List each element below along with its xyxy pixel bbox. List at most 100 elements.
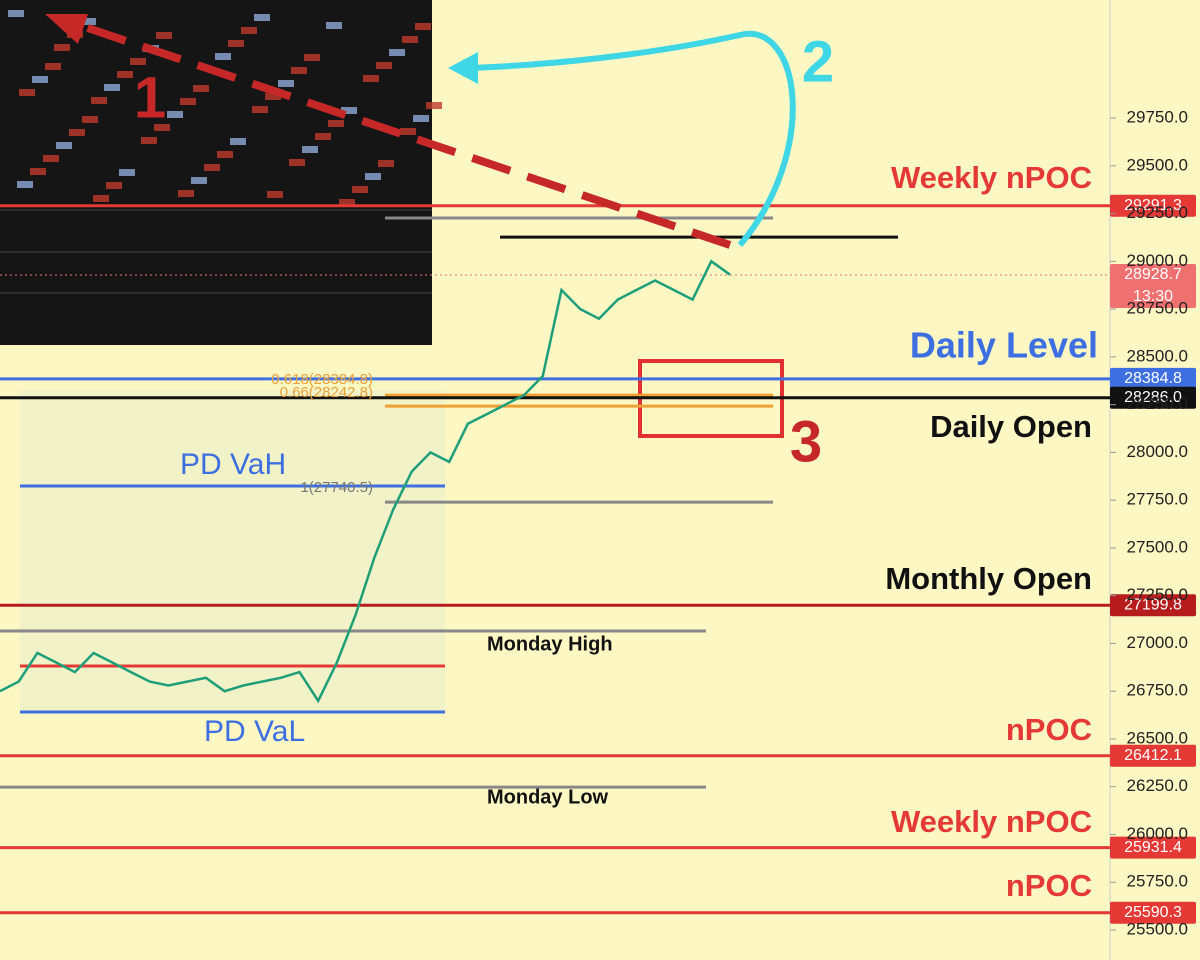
footprint-cell xyxy=(228,40,244,47)
footprint-cell xyxy=(191,177,207,184)
price-badge-label: 28928.7 xyxy=(1124,266,1182,283)
footprint-cell xyxy=(278,80,294,87)
footprint-cell xyxy=(402,36,418,43)
price-badge-label: 25590.3 xyxy=(1124,904,1182,921)
level-name: Monthly Open xyxy=(885,561,1092,596)
footprint-cell xyxy=(400,128,416,135)
arrow-2 xyxy=(469,30,796,247)
y-tick-label: 29000.0 xyxy=(1127,251,1188,270)
footprint-cell xyxy=(45,63,61,70)
footprint-cell xyxy=(30,168,46,175)
price-badge xyxy=(1110,594,1196,617)
footprint-inset xyxy=(0,0,442,345)
footprint-cell xyxy=(178,190,194,197)
y-tick-label: 26750.0 xyxy=(1127,681,1188,700)
footprint-cell xyxy=(119,169,135,176)
footprint-cell xyxy=(328,120,344,127)
footprint-cell xyxy=(365,173,381,180)
price-badge-label: 28286.0 xyxy=(1124,389,1182,406)
y-tick-label: 26000.0 xyxy=(1127,824,1188,843)
arrowhead xyxy=(45,14,88,44)
y-tick-label: 27000.0 xyxy=(1127,633,1188,652)
footprint-cell xyxy=(93,195,109,202)
footprint-cell xyxy=(289,159,305,166)
y-tick-label: 29500.0 xyxy=(1127,155,1188,174)
level-name: Weekly nPOC xyxy=(891,804,1092,839)
footprint-cell xyxy=(341,107,357,114)
footprint-cell xyxy=(17,181,33,188)
y-tick-label: 27750.0 xyxy=(1127,490,1188,509)
footprint-cell xyxy=(376,62,392,69)
footprint-cell xyxy=(180,98,196,105)
footprint-cell xyxy=(315,133,331,140)
level-name: nPOC xyxy=(1006,868,1092,903)
price-badge xyxy=(1110,386,1196,409)
value-area xyxy=(20,390,445,712)
footprint-cell xyxy=(265,93,281,100)
footprint-cell xyxy=(352,186,368,193)
footprint-cell xyxy=(91,97,107,104)
line-name: Monday Low xyxy=(487,786,609,808)
y-tick-label: 29750.0 xyxy=(1127,108,1188,127)
footprint-cell xyxy=(32,76,48,83)
footprint-cell xyxy=(19,89,35,96)
price-badge xyxy=(1110,194,1196,217)
footprint-cell xyxy=(43,155,59,162)
footprint-cell xyxy=(241,27,257,34)
footprint-cell xyxy=(378,160,394,167)
footprint-cell xyxy=(413,115,429,122)
price-badge-note: 13:30 xyxy=(1133,288,1173,305)
price-badge-label: 29291.3 xyxy=(1124,197,1182,214)
footprint-cell xyxy=(230,138,246,145)
footprint-cell xyxy=(106,182,122,189)
footprint-cell xyxy=(363,75,379,82)
footprint-cell xyxy=(215,53,231,60)
price-badge xyxy=(1110,263,1196,308)
footprint-cell xyxy=(291,67,307,74)
fib-label: 1(27740.5) xyxy=(300,479,373,496)
footprint-cell xyxy=(69,129,85,136)
footprint-cell xyxy=(156,32,172,39)
y-tick-label: 28750.0 xyxy=(1127,299,1188,318)
level-name: nPOC xyxy=(1006,712,1092,747)
footprint-cell xyxy=(326,22,342,29)
line-name: PD VaL xyxy=(204,715,305,748)
line-name: PD VaH xyxy=(180,448,286,481)
y-tick-label: 27250.0 xyxy=(1127,585,1188,604)
y-tick-label: 28500.0 xyxy=(1127,346,1188,365)
price-badge-label: 28384.8 xyxy=(1124,370,1182,387)
footprint-cell xyxy=(56,142,72,149)
price-badge xyxy=(1110,901,1196,924)
y-tick-label: 28000.0 xyxy=(1127,442,1188,461)
footprint-cell xyxy=(104,84,120,91)
price-badge xyxy=(1110,367,1196,390)
footprint-cell xyxy=(217,151,233,158)
footprint-cell xyxy=(141,137,157,144)
level-name: Weekly nPOC xyxy=(891,160,1092,195)
y-tick-label: 25750.0 xyxy=(1127,872,1188,891)
y-tick-label: 29250.0 xyxy=(1127,203,1188,222)
y-tick-label: 25500.0 xyxy=(1127,919,1188,938)
label-1: 1 xyxy=(134,65,166,130)
footprint-cell xyxy=(267,191,283,198)
footprint-cell xyxy=(426,102,442,109)
footprint-cell xyxy=(415,23,431,30)
footprint-cell xyxy=(80,18,96,25)
footprint-cell xyxy=(8,10,24,17)
arrowhead xyxy=(448,52,478,84)
footprint-cell xyxy=(302,146,318,153)
footprint-cell xyxy=(117,71,133,78)
y-tick-label: 27500.0 xyxy=(1127,537,1188,556)
price-badge xyxy=(1110,744,1196,767)
price-line xyxy=(0,259,731,704)
footprint-cell xyxy=(167,111,183,118)
footprint-cell xyxy=(252,106,268,113)
y-tick-label: 28250.0 xyxy=(1127,394,1188,413)
fib-label: 0.618(28384.8) xyxy=(271,371,373,388)
footprint-cell xyxy=(389,49,405,56)
arrow-1 xyxy=(68,18,732,249)
label-2: 2 xyxy=(802,29,834,94)
label-3: 3 xyxy=(790,409,822,474)
y-tick-label: 26250.0 xyxy=(1127,776,1188,795)
